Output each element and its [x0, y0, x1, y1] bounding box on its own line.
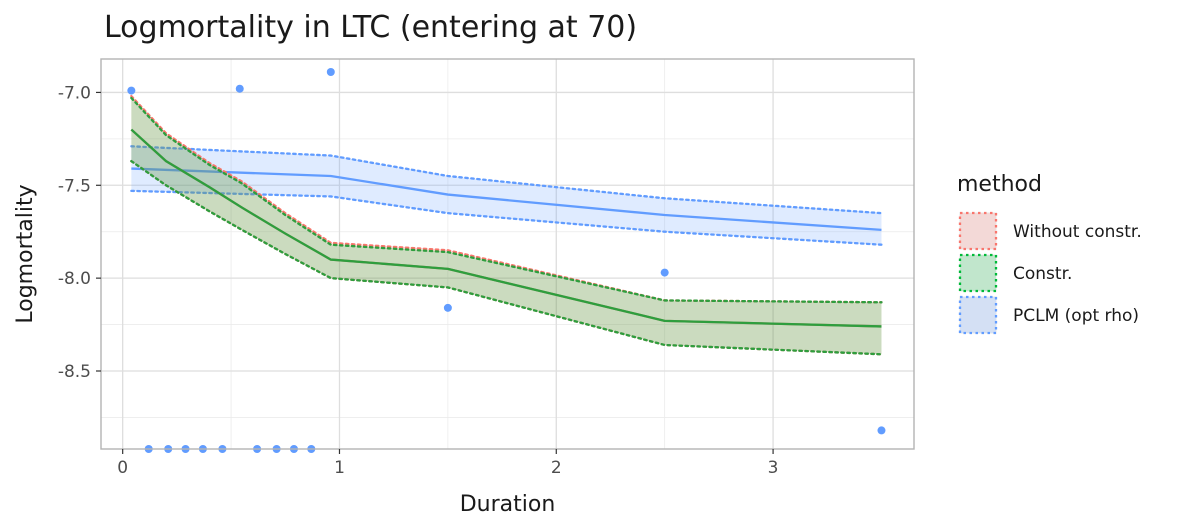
legend-item: Without constr.	[958, 211, 1142, 251]
lower-bound-line	[130, 189, 883, 246]
plot-border	[100, 58, 915, 450]
series-pclm-opt-rho	[130, 145, 883, 246]
legend-label: Constr.	[1013, 264, 1072, 284]
y-tick-label: -7.0	[58, 83, 91, 103]
legend-key	[958, 253, 998, 293]
legend-key	[958, 295, 998, 335]
ribbon-area	[131, 98, 882, 355]
data-point	[660, 268, 669, 277]
x-tick-label: 2	[551, 458, 562, 478]
data-point	[235, 84, 244, 93]
bands-layer	[130, 94, 883, 356]
data-point	[877, 426, 886, 435]
data-point	[326, 68, 335, 76]
y-axis: -7.0 -7.5 -8.0 -8.5	[58, 83, 101, 382]
fit-line	[130, 128, 882, 328]
y-tick-label: -8.5	[58, 362, 91, 382]
legend-item: PCLM (opt rho)	[958, 295, 1139, 335]
upper-bound-line	[130, 145, 883, 215]
legend-item: Constr.	[958, 253, 1072, 293]
upper-bound-line	[130, 94, 883, 304]
grid-minor	[101, 59, 914, 449]
lower-bound-line	[130, 159, 883, 356]
grid-major	[101, 59, 914, 449]
plot-panel	[101, 59, 914, 449]
upper-bound-line	[130, 96, 883, 304]
fit-line	[131, 167, 882, 232]
x-tick-label: 0	[117, 458, 128, 478]
ribbon-area	[131, 146, 882, 245]
x-tick-label: 1	[334, 458, 345, 478]
legend-title: method	[957, 172, 1042, 197]
legend-key	[958, 211, 998, 251]
legend-label: Without constr.	[1013, 222, 1142, 242]
legend-key-background	[959, 254, 997, 292]
x-tick-label: 3	[768, 458, 779, 478]
y-tick-label: -8.0	[58, 269, 91, 289]
y-tick-label: -7.5	[58, 176, 91, 196]
legend-key-background	[959, 212, 997, 250]
legend: method Without constr. Constr. PCLM (opt r…	[957, 172, 1142, 335]
legend-key-background	[959, 296, 997, 334]
data-point	[443, 303, 452, 312]
y-axis-title: Logmortality	[13, 184, 38, 323]
legend-label: PCLM (opt rho)	[1013, 306, 1139, 326]
data-point	[127, 86, 136, 95]
chart-title: Logmortality in LTC (entering at 70)	[104, 10, 637, 45]
x-axis: 0 1 2 3	[117, 449, 778, 478]
x-axis-title: Duration	[460, 492, 556, 517]
series-constr	[130, 96, 883, 356]
